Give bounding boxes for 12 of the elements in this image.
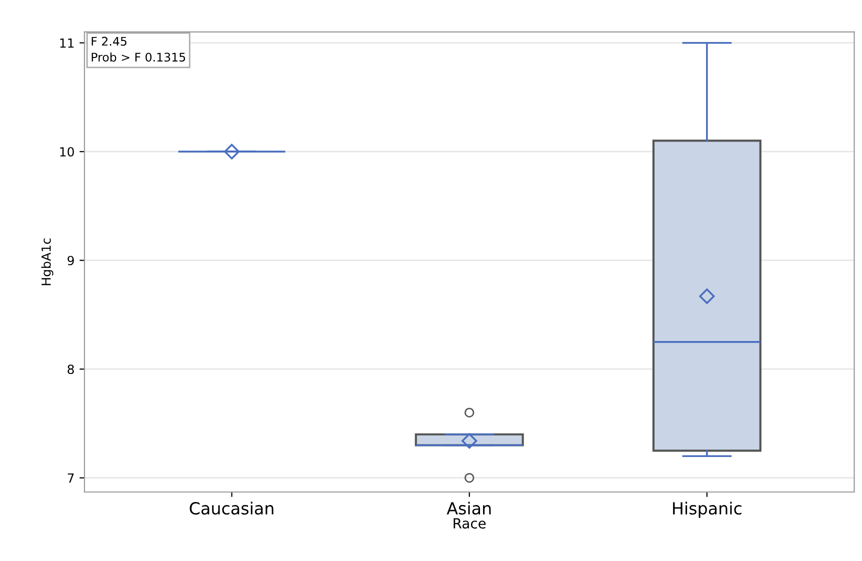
annotation: F 2.45 [92, 36, 126, 46]
y-tick-label: 11 [60, 38, 74, 48]
annotation: Prob > F 0.1315 [92, 52, 186, 62]
y-tick-label: 8 [68, 364, 74, 374]
y-axis-title: HgbA1c [41, 238, 54, 286]
x-tick-label: Hispanic [673, 502, 742, 518]
x-tick-label: Caucasian [190, 502, 274, 515]
y-tick-label: 9 [68, 256, 74, 266]
y-tick-label: 7 [68, 473, 74, 483]
x-axis-title: Race [454, 518, 486, 529]
x-tick-label: Asian [446, 502, 491, 515]
y-tick-label: 10 [60, 147, 74, 157]
